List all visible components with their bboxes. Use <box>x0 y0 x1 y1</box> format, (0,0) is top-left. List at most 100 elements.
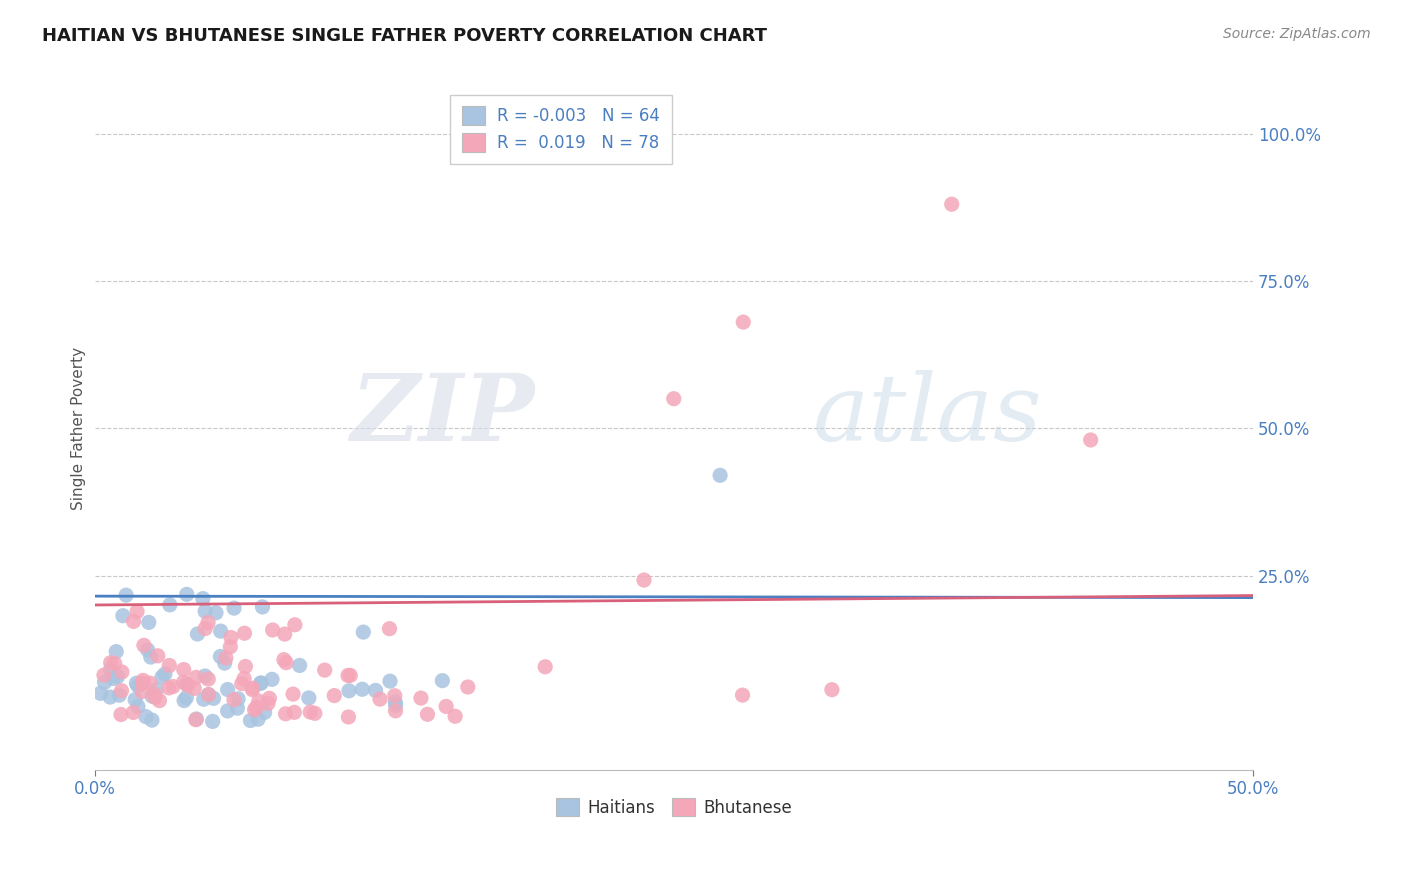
Point <box>145 682 167 697</box>
Point <box>176 677 198 691</box>
Text: ZIP: ZIP <box>350 369 534 459</box>
Point <box>243 703 266 717</box>
Point <box>157 658 180 673</box>
Point <box>176 678 198 692</box>
Point <box>191 591 214 606</box>
Point <box>115 588 138 602</box>
Point <box>245 700 267 714</box>
Point <box>709 468 731 483</box>
Point <box>821 682 844 697</box>
Point <box>186 712 208 726</box>
Point <box>378 622 401 636</box>
Point <box>219 640 242 654</box>
Point <box>197 688 219 702</box>
Point <box>284 617 307 632</box>
Point <box>127 699 149 714</box>
Point <box>162 680 184 694</box>
Point <box>222 601 245 615</box>
Point <box>146 648 169 663</box>
Y-axis label: Single Father Poverty: Single Father Poverty <box>72 347 86 509</box>
Point <box>368 692 391 706</box>
Point <box>217 682 239 697</box>
Point <box>733 315 755 329</box>
Point <box>304 706 326 721</box>
Point <box>131 684 153 698</box>
Point <box>209 649 232 664</box>
Point <box>194 604 217 618</box>
Point <box>257 697 280 711</box>
Point <box>337 668 360 682</box>
Point <box>233 672 256 686</box>
Point <box>384 689 406 703</box>
Point <box>201 714 224 729</box>
Point <box>299 705 322 719</box>
Point <box>226 691 249 706</box>
Point <box>259 691 281 706</box>
Point <box>183 681 205 696</box>
Point <box>242 681 264 696</box>
Point <box>159 598 181 612</box>
Point <box>337 683 360 698</box>
Point <box>108 688 131 702</box>
Point <box>89 686 111 700</box>
Point <box>135 709 157 723</box>
Point <box>219 631 242 645</box>
Point <box>186 627 208 641</box>
Point <box>98 690 121 704</box>
Point <box>184 670 207 684</box>
Point <box>132 638 155 652</box>
Point <box>298 690 321 705</box>
Point <box>250 676 273 690</box>
Point <box>131 676 153 690</box>
Point <box>434 699 457 714</box>
Point <box>233 626 256 640</box>
Point <box>378 674 401 689</box>
Point <box>273 627 295 641</box>
Point <box>633 573 655 587</box>
Point <box>143 690 166 705</box>
Point <box>276 656 298 670</box>
Point <box>197 672 219 686</box>
Point <box>384 695 406 709</box>
Point <box>153 666 176 681</box>
Point <box>247 712 270 726</box>
Point <box>249 676 271 690</box>
Point <box>132 673 155 688</box>
Point <box>150 670 173 684</box>
Point <box>110 707 132 722</box>
Point <box>100 663 122 677</box>
Point <box>364 683 387 698</box>
Point <box>247 694 270 708</box>
Point <box>252 599 274 614</box>
Point <box>941 197 963 211</box>
Point <box>111 608 134 623</box>
Point <box>222 692 245 706</box>
Point <box>139 676 162 690</box>
Point <box>242 682 264 697</box>
Point <box>93 675 115 690</box>
Point <box>194 622 217 636</box>
Point <box>1080 433 1102 447</box>
Point <box>352 682 374 697</box>
Point <box>432 673 454 688</box>
Point <box>141 713 163 727</box>
Point <box>127 679 149 693</box>
Point <box>260 673 283 687</box>
Point <box>384 698 406 713</box>
Point <box>226 701 249 715</box>
Text: HAITIAN VS BHUTANESE SINGLE FATHER POVERTY CORRELATION CHART: HAITIAN VS BHUTANESE SINGLE FATHER POVER… <box>42 27 768 45</box>
Point <box>457 680 479 694</box>
Text: atlas: atlas <box>813 369 1042 459</box>
Point <box>110 683 132 698</box>
Point <box>235 659 257 673</box>
Point <box>409 691 432 706</box>
Point <box>253 706 276 720</box>
Point <box>136 643 159 657</box>
Point <box>101 672 124 686</box>
Point <box>384 704 406 718</box>
Point <box>143 688 166 702</box>
Point <box>197 688 219 702</box>
Point <box>274 706 297 721</box>
Legend: Haitians, Bhutanese: Haitians, Bhutanese <box>548 791 799 823</box>
Point <box>215 651 238 665</box>
